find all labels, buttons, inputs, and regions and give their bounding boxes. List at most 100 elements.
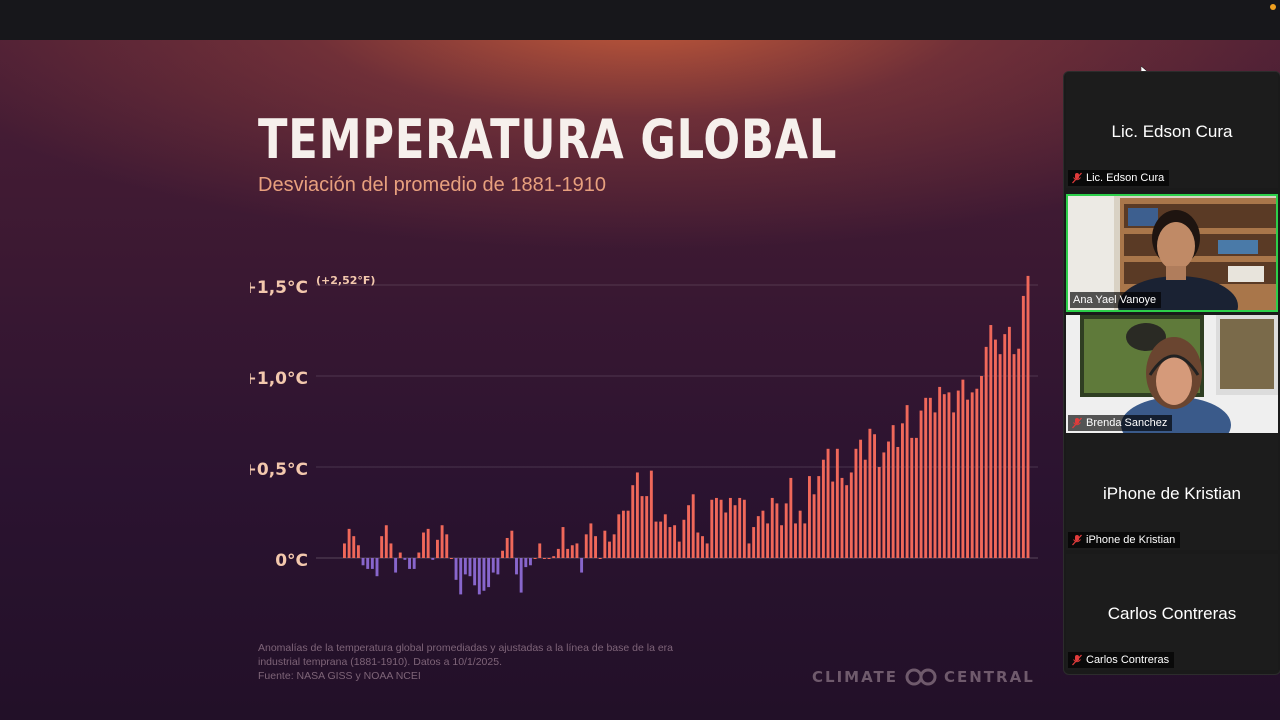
- temperature-bar: [394, 558, 398, 573]
- temperature-bar: [449, 558, 453, 559]
- temperature-bar: [998, 354, 1002, 558]
- temperature-bar: [766, 523, 770, 558]
- temperature-bar: [408, 558, 411, 569]
- temperature-bar: [752, 527, 756, 558]
- temperature-bar: [691, 494, 695, 558]
- temperature-bar: [561, 527, 565, 558]
- temperature-bar: [477, 558, 481, 595]
- temperature-bar: [863, 459, 867, 558]
- temperature-bar: [487, 558, 491, 588]
- mic-muted-icon: [1072, 172, 1082, 184]
- temperature-bar: [505, 537, 509, 558]
- participant-tile[interactable]: Brenda Sanchez: [1066, 315, 1278, 433]
- temperature-bar: [724, 512, 728, 558]
- temperature-bar: [626, 510, 630, 558]
- temperature-bar: [933, 412, 937, 558]
- temperature-bar: [589, 523, 593, 558]
- mic-muted-icon: [1072, 654, 1082, 666]
- temperature-bar: [552, 556, 556, 558]
- temperature-bar: [808, 476, 811, 558]
- temperature-bar: [538, 543, 542, 558]
- temperature-bar: [580, 558, 584, 573]
- temperature-bar: [831, 481, 835, 558]
- temperature-bar: [798, 510, 802, 558]
- temperature-bar: [496, 558, 500, 575]
- participant-name-tag: Ana Yael Vanoye: [1070, 292, 1162, 308]
- temperature-bar: [422, 532, 425, 558]
- temperature-bar: [454, 558, 458, 580]
- temperature-bar: [412, 558, 416, 569]
- participant-tile-active-speaker[interactable]: Ana Yael Vanoye: [1066, 194, 1278, 312]
- temperature-bar: [854, 448, 858, 558]
- temperature-bar: [784, 503, 788, 558]
- participant-name: Brenda Sanchez: [1086, 417, 1168, 429]
- temperature-bar: [728, 497, 732, 558]
- temperature-bar: [845, 485, 849, 558]
- participant-name-tag: Brenda Sanchez: [1068, 415, 1173, 431]
- temperature-bar: [928, 397, 932, 558]
- temperature-bar: [501, 550, 504, 558]
- temperature-bar: [445, 534, 449, 558]
- temperature-bar: [468, 558, 472, 577]
- temperature-bar: [343, 543, 346, 558]
- climate-central-logo: CLIMATE CENTRAL: [812, 668, 1035, 686]
- temperature-bar: [459, 558, 463, 595]
- temperature-bar: [952, 412, 956, 558]
- temperature-bar: [761, 510, 765, 558]
- temperature-bar: [673, 525, 677, 558]
- temperature-bar: [984, 346, 988, 558]
- participant-gallery-panel: Lic. Edson Cura Lic. Edson Cura: [1063, 71, 1280, 675]
- participant-name-tag: Carlos Contreras: [1068, 652, 1175, 668]
- temperature-bar: [887, 441, 890, 558]
- temperature-bar: [942, 394, 946, 558]
- temperature-bar: [1021, 295, 1025, 558]
- temperature-bar-chart: +1,5°C(+2,52°F)+1,0°C+0,5°C0°C 188019151…: [250, 274, 1038, 595]
- brand-word-climate: CLIMATE: [812, 668, 898, 686]
- chart-bars: [343, 275, 1030, 595]
- temperature-bar: [840, 477, 844, 558]
- temperature-bar: [970, 392, 974, 558]
- temperature-bar: [389, 543, 393, 558]
- temperature-bar: [715, 497, 718, 558]
- temperature-bar: [961, 379, 965, 558]
- temperature-bar: [603, 530, 607, 558]
- participant-display-name: Lic. Edson Cura: [1111, 122, 1233, 141]
- temperature-bar: [566, 548, 570, 558]
- temperature-bar: [370, 558, 374, 569]
- temperature-bar: [859, 439, 863, 558]
- slide-subtitle: Desviación del promedio de 1881-1910: [258, 174, 607, 196]
- temperature-bar: [770, 497, 774, 558]
- temperature-bar: [677, 541, 681, 558]
- temperature-bar: [659, 521, 663, 558]
- participant-tile[interactable]: iPhone de Kristian iPhone de Kristian: [1066, 434, 1278, 550]
- temperature-bar: [352, 536, 356, 558]
- temperature-bar: [608, 541, 611, 558]
- temperature-bar: [780, 525, 783, 558]
- temperature-bar: [701, 536, 704, 558]
- y-tick-label: +0,5°C: [250, 460, 308, 480]
- temperature-bar: [649, 470, 653, 558]
- temperature-bar: [812, 494, 816, 558]
- participant-tile[interactable]: Lic. Edson Cura Lic. Edson Cura: [1066, 72, 1278, 188]
- temperature-bar: [631, 485, 635, 558]
- temperature-bar: [687, 505, 690, 558]
- temperature-bar: [570, 545, 574, 558]
- temperature-bar: [817, 476, 821, 558]
- temperature-bar: [515, 558, 518, 575]
- temperature-bar: [598, 558, 602, 559]
- temperature-bar: [440, 525, 444, 558]
- temperature-bar: [612, 534, 616, 558]
- temperature-bar: [384, 525, 388, 558]
- temperature-bar: [575, 543, 579, 558]
- temperature-bar: [398, 552, 402, 558]
- temperature-bar: [635, 472, 639, 558]
- temperature-bar: [347, 528, 351, 558]
- participant-tile[interactable]: Carlos Contreras Carlos Contreras: [1066, 554, 1278, 670]
- temperature-bar: [473, 558, 477, 586]
- y-axis-labels: +1,5°C (+2,52°F) +1,0°C +0,5°C 0°C: [250, 274, 375, 571]
- temperature-bar: [901, 423, 904, 558]
- temperature-bar: [361, 558, 365, 566]
- temperature-bar: [622, 510, 625, 558]
- footnote-source: Fuente: NASA GISS y NOAA NCEI: [258, 670, 421, 682]
- y-tick-note: (+2,52°F): [316, 274, 375, 287]
